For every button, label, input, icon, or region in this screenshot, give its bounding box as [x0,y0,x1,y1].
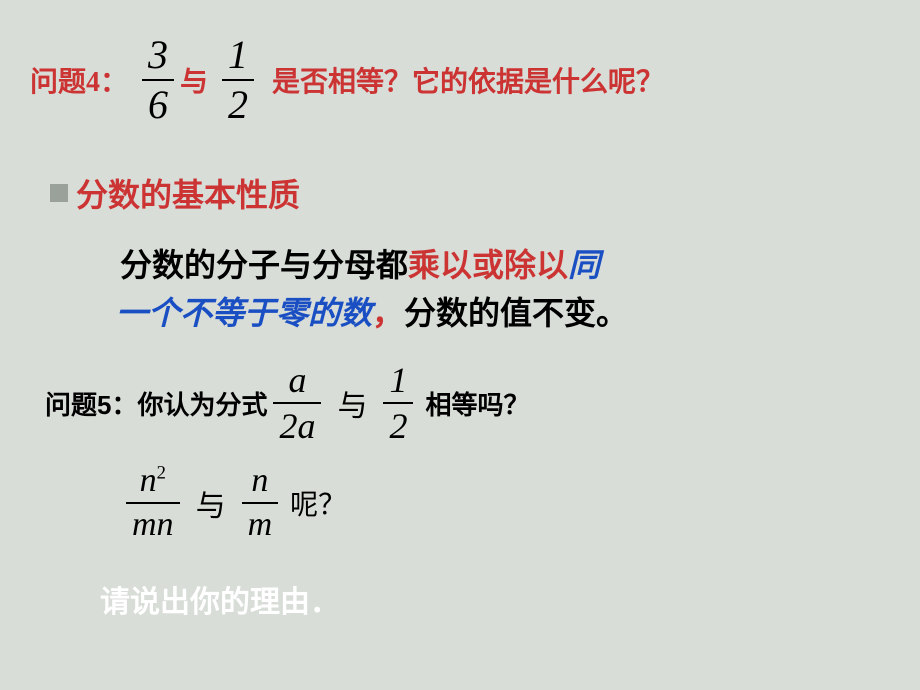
fraction-a-2a: a 2a [273,362,321,444]
question-5b-line: n2 mn 与 n m 呢？ [120,464,890,542]
fraction-n-m: n m [242,464,279,542]
body-line-2: 一个不等于零的数，分数的值不变。 [116,289,890,337]
bullet-icon [50,184,68,202]
q4-label: 问题4： [30,60,128,100]
q5b-mid: 与 [196,481,226,525]
q5-label: 问题5：你认为分式 [45,385,267,422]
fraction-1-2b: 1 2 [383,362,413,444]
q4-rest: 是否相等？它的依据是什么呢？ [272,60,664,100]
slide: 问题4： 3 6 与 1 2 是否相等？它的依据是什么呢？ 分数的基本性质 分数… [0,0,920,690]
heading-row: 分数的基本性质 [50,170,890,216]
fraction-3-6: 3 6 [142,35,174,125]
q5b-rest: 呢？ [290,483,346,523]
body-line-1: 分数的分子与分母都乘以或除以同 [120,241,890,289]
heading-text: 分数的基本性质 [76,170,300,216]
q5-rest: 相等吗？ [425,385,529,422]
question-5-line: 问题5：你认为分式 a 2a 与 1 2 相等吗？ [45,362,890,444]
body-text: 分数的分子与分母都乘以或除以同 一个不等于零的数，分数的值不变。 [120,241,890,337]
fraction-1-2: 1 2 [222,35,254,125]
fraction-n2-mn: n2 mn [126,464,180,542]
footer-text: 请说出你的理由． [100,577,890,621]
q4-mid: 与 [180,60,208,100]
question-4-line: 问题4： 3 6 与 1 2 是否相等？它的依据是什么呢？ [30,35,890,125]
q5-mid: 与 [337,381,367,425]
